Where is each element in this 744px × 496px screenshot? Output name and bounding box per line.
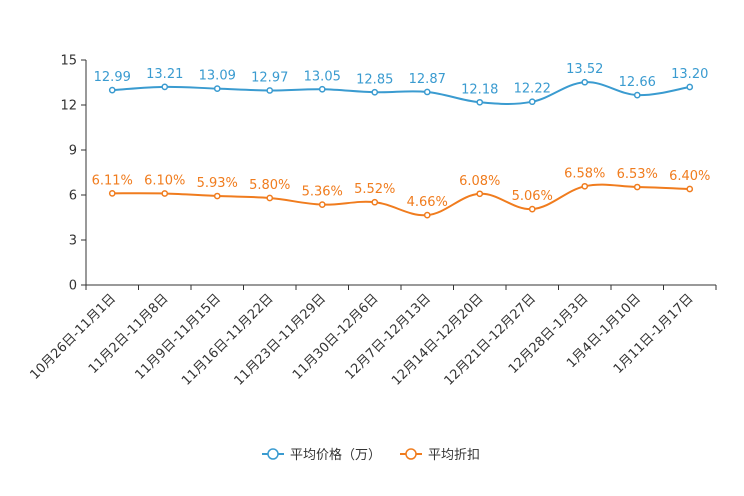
data-point[interactable]	[371, 88, 379, 96]
series-average-discount: 6.11% 6.10% 5.93% 5.80% 5.36% 5.52% 4.66% 6.08%…	[92, 166, 710, 219]
legend-item-average-price[interactable]: 平均价格（万）	[262, 447, 381, 463]
data-label: 13.20	[671, 67, 708, 82]
data-point[interactable]	[213, 192, 221, 200]
legend[interactable]: 平均价格（万） 平均折扣	[262, 447, 480, 463]
data-label: 4.66%	[407, 195, 448, 210]
data-point[interactable]	[108, 86, 116, 94]
data-point[interactable]	[528, 205, 536, 213]
y-tick-label: 3	[69, 234, 77, 249]
legend-circle-marker	[405, 448, 417, 460]
data-label: 12.22	[514, 82, 551, 97]
data-label: 12.97	[251, 70, 288, 85]
data-point[interactable]	[476, 98, 484, 106]
data-label: 13.21	[146, 67, 183, 82]
data-label: 12.66	[619, 75, 656, 90]
series-line	[112, 183, 690, 217]
data-point[interactable]	[633, 183, 641, 191]
series-line	[112, 81, 690, 106]
data-label: 6.40%	[669, 169, 710, 184]
data-label: 6.08%	[459, 174, 500, 189]
data-point[interactable]	[161, 190, 169, 197]
data-label: 6.11%	[92, 173, 133, 188]
data-label: 13.52	[566, 62, 603, 77]
data-point[interactable]	[266, 194, 274, 202]
y-tick-label: 0	[69, 279, 77, 294]
x-tick-label: 10月26日-11月1日	[27, 291, 119, 383]
data-point[interactable]	[581, 182, 589, 190]
data-point[interactable]	[371, 198, 379, 206]
data-point[interactable]	[581, 78, 589, 86]
data-point[interactable]	[686, 83, 694, 91]
x-tick-label: 12月14日-12月20日	[389, 291, 486, 388]
series-average-price: 12.99 13.21 13.09 12.97 13.05 12.85 12.87 12.18…	[94, 62, 708, 106]
data-label: 12.87	[409, 72, 446, 87]
data-point[interactable]	[213, 85, 221, 93]
data-label: 5.52%	[354, 182, 395, 197]
legend-circle-marker	[267, 448, 279, 460]
legend-label: 平均价格（万）	[290, 447, 381, 463]
data-point[interactable]	[686, 185, 694, 193]
data-point[interactable]	[476, 190, 484, 198]
data-label: 5.93%	[197, 176, 238, 191]
data-label: 5.36%	[302, 185, 343, 200]
data-label: 6.10%	[144, 174, 185, 189]
data-point[interactable]	[266, 87, 274, 94]
y-axis: 0 3 6 9 12 15	[60, 54, 87, 294]
data-label: 13.09	[199, 69, 236, 84]
y-tick-label: 6	[69, 189, 77, 204]
data-point[interactable]	[633, 91, 641, 99]
y-tick-label: 12	[60, 99, 77, 114]
legend-item-average-discount[interactable]: 平均折扣	[400, 448, 480, 463]
data-label: 5.80%	[249, 178, 290, 193]
data-label: 5.06%	[512, 189, 553, 204]
data-point[interactable]	[423, 211, 431, 219]
y-tick-label: 15	[60, 54, 77, 69]
y-tick-label: 9	[69, 144, 77, 159]
x-axis: 10月26日-11月1日11月2日-11月8日11月9日-11月15日11月16…	[27, 284, 717, 389]
legend-label: 平均折扣	[428, 448, 480, 463]
data-point[interactable]	[161, 83, 169, 91]
x-tick-label: 11月16日-11月22日	[179, 291, 276, 388]
data-label: 13.05	[304, 69, 341, 84]
data-point[interactable]	[318, 201, 326, 208]
series-layer: 12.99 13.21 13.09 12.97 13.05 12.85 12.87 12.18…	[92, 62, 710, 219]
data-point[interactable]	[528, 98, 536, 106]
data-label: 12.18	[461, 82, 498, 97]
data-point[interactable]	[423, 88, 431, 96]
data-label: 12.85	[356, 72, 393, 87]
data-point[interactable]	[318, 85, 326, 93]
data-label: 6.53%	[617, 167, 658, 182]
data-label: 12.99	[94, 70, 131, 85]
x-tick-label: 12月21日-12月27日	[442, 291, 539, 388]
data-point[interactable]	[108, 190, 116, 197]
x-tick-label: 11月23日-11月29日	[232, 291, 329, 388]
data-label: 6.58%	[564, 166, 605, 181]
